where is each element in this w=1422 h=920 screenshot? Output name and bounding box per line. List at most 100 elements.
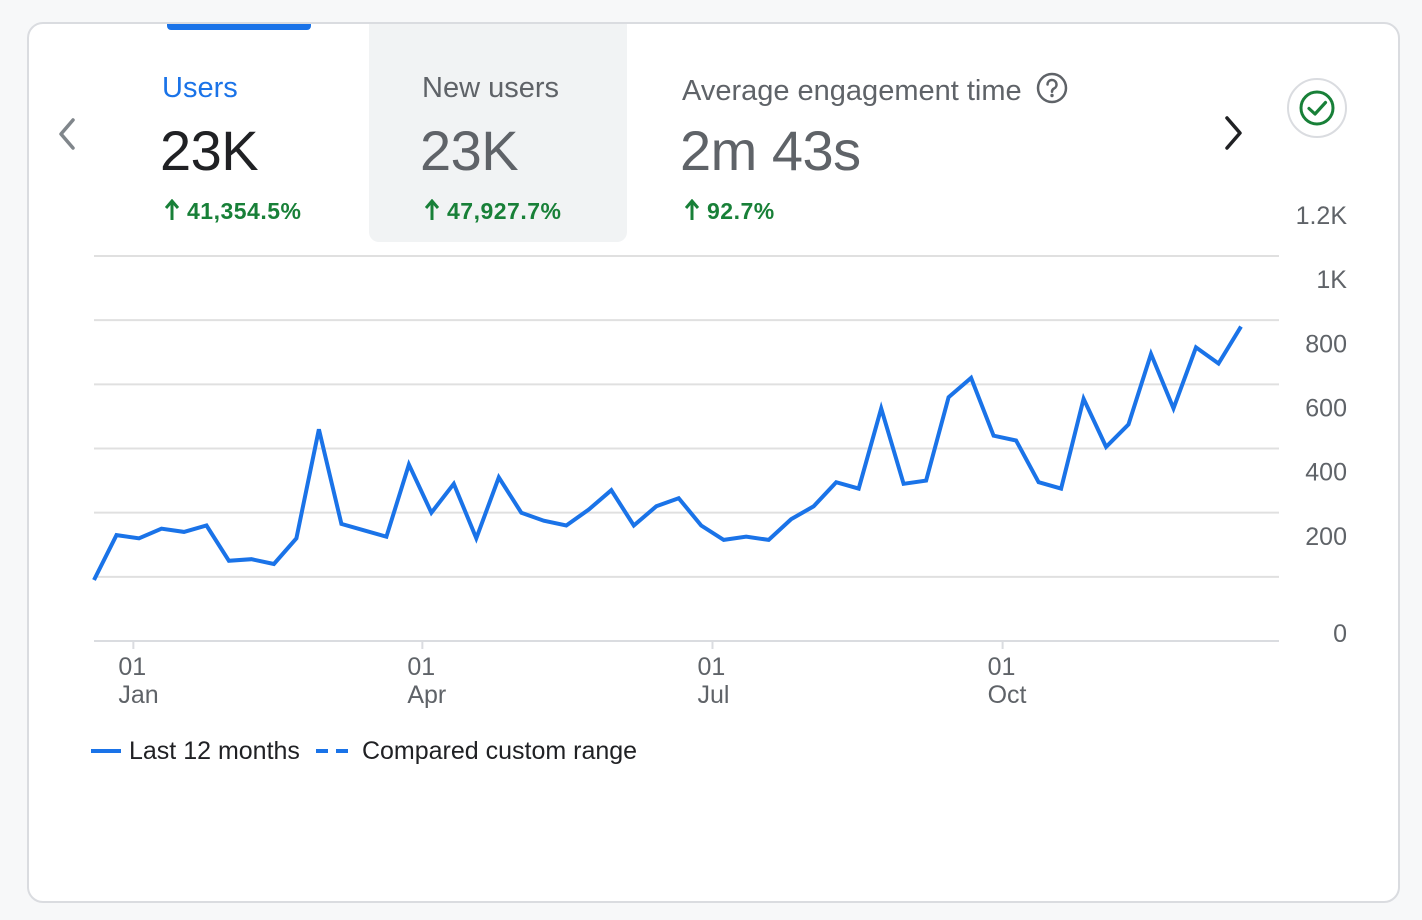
data-point[interactable] [203,523,209,529]
active-tab-indicator [167,24,311,30]
tab-average-engagement-time-value: 2m 43s [680,119,861,182]
y-tick-label-200: 200 [1305,523,1347,551]
tab-new-users-change-value: 47,927.7% [447,198,562,224]
y-tick-label-600: 600 [1305,395,1347,423]
chevron-left-icon[interactable] [51,114,87,154]
data-point[interactable] [226,558,232,564]
x-tick-day-apr: 01 [407,653,435,681]
data-point[interactable] [158,526,164,532]
data-point[interactable] [1013,437,1019,443]
x-tick-day-jan: 01 [118,653,146,681]
arrow-up-icon [165,199,179,220]
legend-label-last-12-months: Last 12 months [129,736,300,765]
data-point[interactable] [541,518,547,524]
tab-average-engagement-time-change-value: 92.7% [707,198,775,224]
y-tick-label-1K: 1K [1316,266,1347,294]
legend-solid-line-swatch [91,749,121,753]
x-tick-day-oct: 01 [988,653,1016,681]
tab-users-change-value: 41,354.5% [187,198,302,224]
data-point[interactable] [676,495,682,501]
data-point[interactable] [338,521,344,527]
check-circle-icon [1299,90,1335,126]
data-point[interactable] [721,537,727,543]
chevron-right-icon[interactable] [1215,112,1251,154]
data-point[interactable] [91,577,97,583]
data-point[interactable] [878,405,884,411]
x-tick-month-jan: Jan [118,681,158,709]
data-point[interactable] [1216,360,1222,366]
data-point[interactable] [608,487,614,493]
data-point[interactable] [1238,324,1244,330]
legend-item-last-12-months[interactable]: Last 12 months [91,737,300,766]
legend-label-compared-custom-range: Compared custom range [361,736,638,765]
data-point[interactable] [293,535,299,541]
y-tick-label-0: 0 [1333,620,1347,648]
tab-users-change: 41,354.5% [165,198,301,225]
tab-new-users-label: New users [422,72,559,104]
data-point[interactable] [788,516,794,522]
data-point[interactable] [316,426,322,432]
legend-item-compared-custom-range[interactable]: Compared custom range [315,736,638,766]
status-check-button[interactable] [1287,78,1347,138]
x-tick-day-jul: 01 [697,653,725,681]
data-point[interactable] [1171,405,1177,411]
data-point[interactable] [1081,396,1087,402]
data-point[interactable] [406,462,412,468]
data-point[interactable] [631,523,637,529]
tab-users-value: 23K [160,119,259,182]
data-point[interactable] [766,537,772,543]
data-point[interactable] [1036,479,1042,485]
tab-average-engagement-time-label: Average engagement time [682,72,1068,108]
data-point[interactable] [248,556,254,562]
data-point[interactable] [563,523,569,529]
data-point[interactable] [946,394,952,400]
x-tick-month-jul: Jul [697,681,729,709]
data-point[interactable] [136,535,142,541]
series-layer [91,324,1244,583]
metrics-chart-card: Users 23K 41,354.5% New users 23K 47,927… [27,22,1400,903]
data-point[interactable] [743,534,749,540]
data-point[interactable] [698,523,704,529]
data-point[interactable] [1103,444,1109,450]
data-point[interactable] [1193,344,1199,350]
data-point[interactable] [428,510,434,516]
data-point[interactable] [923,478,929,484]
tab-users[interactable]: Users 23K 41,354.5% [147,24,367,242]
arrow-up-icon [425,199,439,220]
tab-new-users[interactable]: New users 23K 47,927.7% [369,24,627,242]
data-point[interactable] [496,474,502,480]
y-tick-label-400: 400 [1305,459,1347,487]
chart-legend: Last 12 months Compared custom range [91,736,653,766]
data-point[interactable] [833,479,839,485]
data-point[interactable] [181,529,187,535]
tab-average-engagement-time-label-text: Average engagement time [682,75,1022,107]
tab-new-users-change: 47,927.7% [425,198,561,225]
data-point[interactable] [1126,421,1132,427]
tab-average-engagement-time-change: 92.7% [685,198,775,225]
data-point[interactable] [991,433,997,439]
data-point[interactable] [473,535,479,541]
data-point[interactable] [1148,351,1154,357]
data-point[interactable] [113,532,119,538]
series-line-last-12-months[interactable] [92,325,1243,581]
data-point[interactable] [901,481,907,487]
data-point[interactable] [856,486,862,492]
tab-users-label: Users [162,72,238,104]
y-tick-label-1.2K: 1.2K [1296,202,1348,230]
data-point[interactable] [271,561,277,567]
tab-average-engagement-time[interactable]: Average engagement time 2m 43s 92.7% [669,24,1129,242]
data-point[interactable] [451,481,457,487]
data-point[interactable] [361,527,367,533]
data-point[interactable] [968,375,974,381]
arrow-up-icon [685,199,699,220]
data-point[interactable] [586,506,592,512]
data-point[interactable] [1058,486,1064,492]
y-axis-ticks: 0 200 400 600 800 1K 1.2K [1296,202,1348,648]
help-circle-icon[interactable] [1036,72,1068,104]
data-point[interactable] [811,503,817,509]
data-point[interactable] [653,503,659,509]
data-point[interactable] [518,510,524,516]
legend-dashed-line-swatch [315,749,354,753]
data-point[interactable] [383,534,389,540]
